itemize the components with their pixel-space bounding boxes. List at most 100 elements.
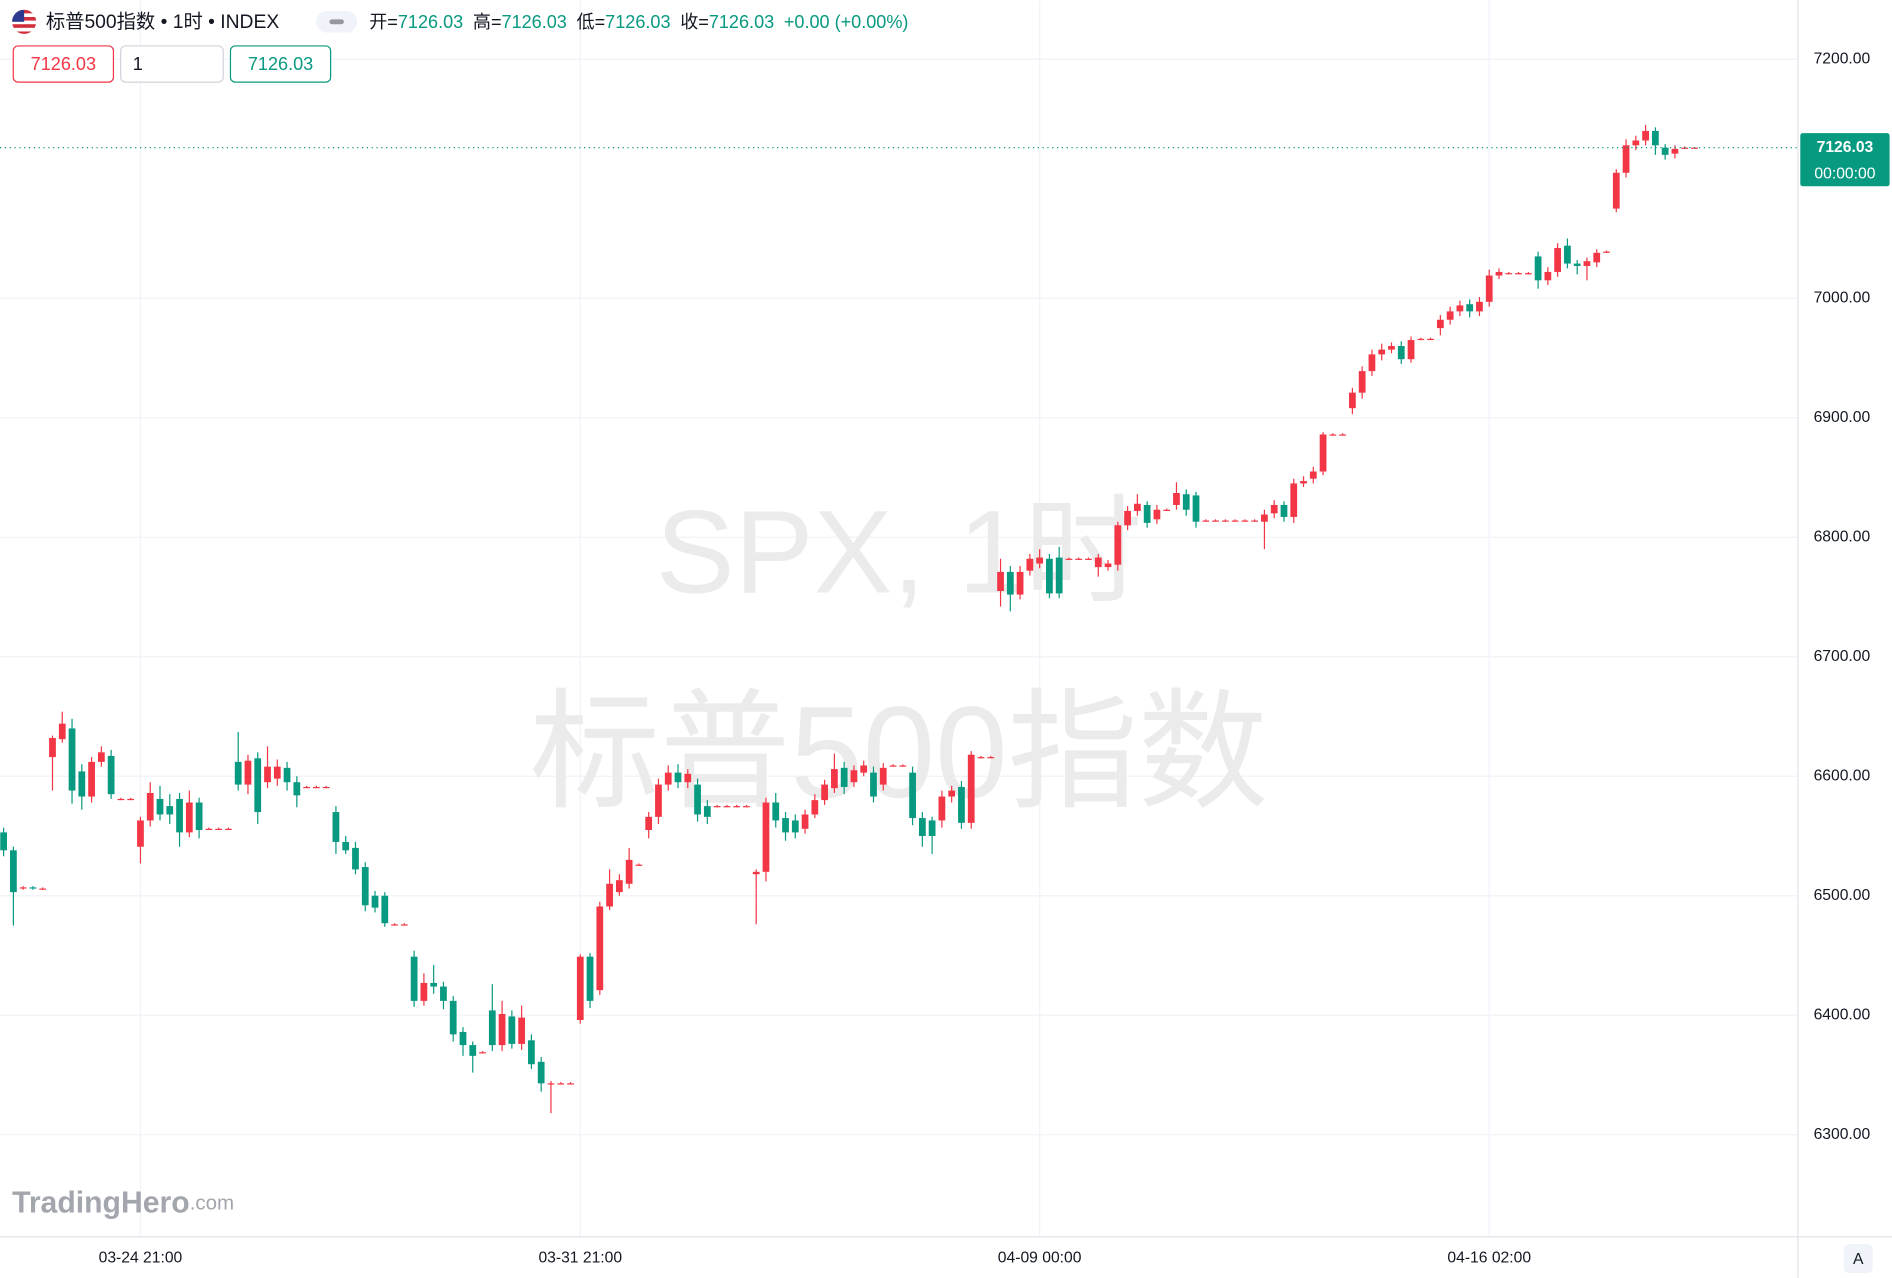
candle-body	[1378, 349, 1386, 355]
candle-body	[1046, 558, 1053, 594]
candle-body	[1085, 558, 1092, 560]
candle-body	[1524, 273, 1532, 275]
candle-body	[713, 806, 721, 808]
candle-body	[1515, 273, 1522, 275]
y-tick-label: 6300.00	[1814, 1126, 1871, 1143]
candle-body	[264, 766, 271, 783]
logo-suffix: .com	[190, 1192, 234, 1215]
candle-body	[1436, 319, 1444, 329]
candle-body	[1466, 304, 1474, 312]
candle-body	[234, 761, 242, 785]
candle-body	[293, 782, 301, 796]
candle-body	[596, 906, 604, 991]
candle-body	[801, 814, 809, 829]
candle-body	[1622, 145, 1630, 173]
candle-body	[840, 767, 848, 787]
candle-body	[508, 1016, 516, 1044]
candle-body	[1632, 140, 1640, 146]
candle-body	[283, 767, 291, 783]
candle-body	[557, 1083, 565, 1085]
x-tick-label: 03-31 21:00	[538, 1250, 622, 1267]
candle-body	[938, 796, 946, 821]
buy-button[interactable]	[229, 45, 332, 83]
candle-body	[1055, 557, 1063, 594]
candle-body	[703, 806, 711, 817]
candle-body	[225, 828, 232, 831]
buy-price[interactable]: 7126.03	[248, 54, 313, 74]
candle-body	[1153, 509, 1161, 520]
candle-body	[997, 571, 1004, 592]
candle-body	[58, 723, 66, 740]
candle-body	[88, 761, 95, 797]
candle-body	[1612, 172, 1620, 209]
candle-body	[1671, 148, 1679, 154]
y-tick-label: 6800.00	[1814, 528, 1871, 545]
candle-body	[49, 737, 56, 758]
candle-body	[1652, 130, 1659, 146]
collapse-icon	[329, 19, 344, 25]
candle-body	[469, 1045, 477, 1056]
watermark: SPX, 1时 标普500指数	[530, 486, 1269, 825]
candle-body	[811, 800, 819, 815]
candle-body	[1505, 273, 1513, 275]
candle-body	[1446, 311, 1454, 320]
candles	[0, 124, 1698, 1114]
candle-body	[1456, 305, 1464, 312]
candle-body	[723, 806, 731, 808]
y-tick-label: 7000.00	[1814, 289, 1871, 306]
candle-body	[391, 924, 398, 926]
x-tick-label: 03-24 21:00	[99, 1250, 183, 1267]
candle-body	[1075, 558, 1083, 560]
candle-body	[762, 802, 770, 872]
candle-body	[743, 806, 750, 808]
candle-body	[1339, 434, 1346, 436]
candle-body	[1261, 514, 1268, 522]
y-tick-label: 6900.00	[1814, 409, 1871, 426]
candle-body	[342, 841, 350, 851]
candle-body	[1417, 338, 1425, 341]
candle-body	[127, 798, 135, 801]
candle-body	[1241, 520, 1249, 522]
ohlc-value: 7126.03	[605, 12, 670, 32]
auto-scale-label[interactable]: A	[1853, 1251, 1864, 1268]
candle-body	[381, 895, 389, 924]
candle-body	[410, 956, 418, 1001]
x-tick-label: 04-09 00:00	[998, 1250, 1082, 1267]
candle-body	[1182, 494, 1190, 510]
candle-body	[889, 765, 897, 767]
candle-body	[97, 752, 105, 762]
candle-body	[488, 1010, 496, 1046]
candle-body	[694, 784, 701, 815]
candle-body	[352, 847, 359, 870]
auto-scale-button[interactable]	[1843, 1244, 1873, 1274]
candle-body	[78, 771, 86, 797]
candle-body	[899, 765, 907, 767]
candle-body	[1407, 340, 1415, 360]
candle-body	[215, 828, 223, 831]
candle-body	[967, 754, 975, 823]
sell-price[interactable]: 7126.03	[31, 54, 96, 74]
candle-body	[752, 871, 760, 875]
candle-body	[1495, 271, 1503, 276]
candle-body	[1221, 520, 1229, 522]
candle-body	[860, 765, 868, 773]
candle-body	[733, 806, 741, 808]
quantity-input[interactable]	[120, 45, 224, 83]
candle-body	[567, 1083, 574, 1085]
candle-body	[674, 772, 682, 783]
sell-button[interactable]	[12, 45, 115, 83]
candle-body	[205, 828, 213, 831]
candle-body	[1476, 301, 1483, 312]
candle-body	[273, 766, 281, 779]
candle-body	[371, 895, 379, 908]
candle-body	[625, 859, 633, 884]
candle-body	[1163, 509, 1171, 511]
quantity[interactable]: 1	[133, 54, 143, 74]
candle-body	[1114, 525, 1122, 565]
candle-body	[1173, 493, 1180, 505]
candle-body	[791, 820, 799, 833]
last-price-time: 00:00:00	[1814, 165, 1875, 182]
candle-body	[1212, 520, 1219, 522]
candle-body	[850, 770, 858, 783]
